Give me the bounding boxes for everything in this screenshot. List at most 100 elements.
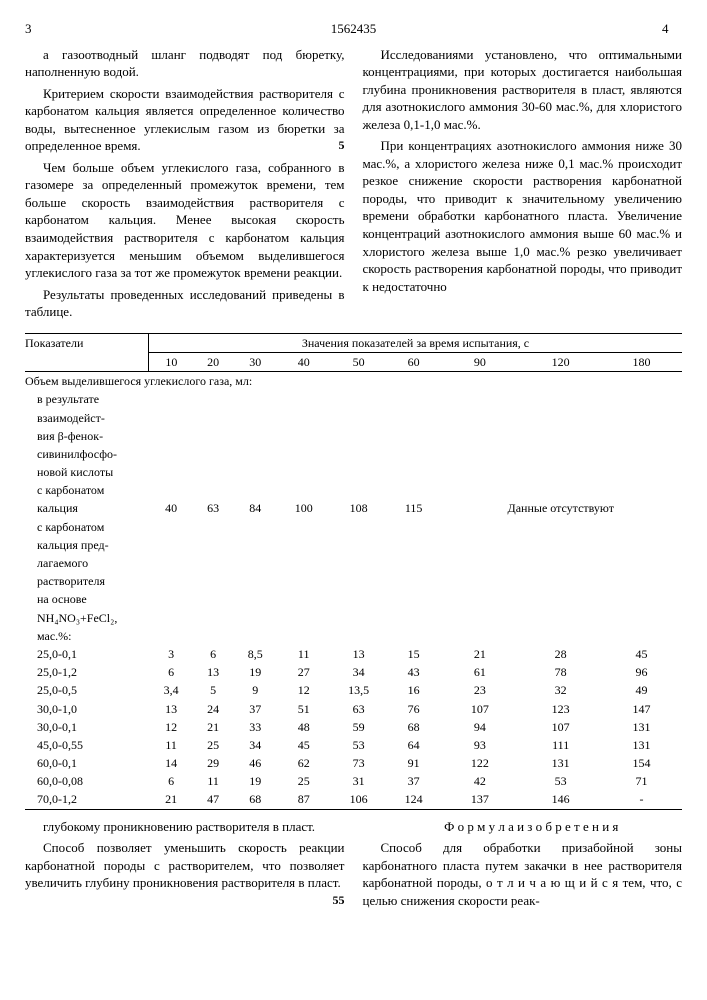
table-cell: 23 [440, 681, 521, 699]
table-cell: 100 [278, 499, 330, 517]
table-cell: 64 [388, 736, 440, 754]
table-cell: 11 [278, 645, 330, 663]
table-note: Данные отсутствуют [440, 499, 683, 517]
table-cell: 146 [520, 790, 601, 809]
table-head-span: Значения показателей за время испытания,… [149, 333, 683, 352]
table-cell: 51 [278, 700, 330, 718]
table-cell: 45 [278, 736, 330, 754]
table-cell: 12 [149, 718, 194, 736]
table-row-label: 25,0-0,1 [25, 645, 149, 663]
table-row-label: 60,0-0,08 [25, 772, 149, 790]
table-sub-label: мас.%: [25, 627, 682, 645]
table-cell: 19 [233, 772, 278, 790]
table-cell: 48 [278, 718, 330, 736]
table-cell: 111 [520, 736, 601, 754]
table-cell: 62 [278, 754, 330, 772]
table-cell: 9 [233, 681, 278, 699]
para: Чем больше объем углекислого газа, собра… [25, 159, 345, 282]
table-sub-label: в результате [25, 390, 682, 408]
table-cell: 131 [601, 736, 682, 754]
para: Результаты проведенных исследований прив… [25, 286, 345, 321]
para: Способ для обработки призабойной зоны ка… [363, 839, 683, 909]
table-cell: 27 [278, 663, 330, 681]
table-time: 180 [601, 352, 682, 371]
table-cell: 6 [149, 772, 194, 790]
table-cell: 87 [278, 790, 330, 809]
table-time: 50 [330, 352, 388, 371]
table-cell: 34 [330, 663, 388, 681]
table-cell: 14 [149, 754, 194, 772]
table-cell: 107 [520, 718, 601, 736]
table-sub-label: кальция пред- [25, 536, 682, 554]
table-row-label: 25,0-0,5 [25, 681, 149, 699]
table-cell: 71 [601, 772, 682, 790]
table-cell: 49 [601, 681, 682, 699]
table-cell: 124 [388, 790, 440, 809]
table-cell: 33 [233, 718, 278, 736]
table-time: 60 [388, 352, 440, 371]
para: а газоотводный шланг подводят под бюретк… [25, 46, 345, 81]
table-time: 30 [233, 352, 278, 371]
table-cell: 84 [233, 499, 278, 517]
table-cell: 63 [194, 499, 233, 517]
table-cell: 46 [233, 754, 278, 772]
table-cell: 93 [440, 736, 521, 754]
table-cell: 63 [330, 700, 388, 718]
para: глубокому проникновению растворителя в п… [25, 818, 345, 836]
table-cell: 68 [233, 790, 278, 809]
table-sub-label: на основе [25, 590, 682, 608]
table-sub-label: NH₄NO₃+FeCl₂, [25, 609, 682, 627]
table-cell: 8,5 [233, 645, 278, 663]
table-cell: - [601, 790, 682, 809]
table-cell: 21 [194, 718, 233, 736]
table-cell: 40 [149, 499, 194, 517]
table-cell: 61 [440, 663, 521, 681]
table-cell: 107 [440, 700, 521, 718]
table-row-label: 60,0-0,1 [25, 754, 149, 772]
page-num-left: 3 [25, 20, 45, 38]
table-cell: 19 [233, 663, 278, 681]
table-cell: 13 [149, 700, 194, 718]
table-cell: 37 [233, 700, 278, 718]
table-cell: 78 [520, 663, 601, 681]
table-cell: 28 [520, 645, 601, 663]
table-cell: 5 [194, 681, 233, 699]
table-cell: 53 [330, 736, 388, 754]
table-cell: 91 [388, 754, 440, 772]
table-sub-label: с карбонатом [25, 481, 682, 499]
data-table: Показатели Значения показателей за время… [25, 333, 682, 810]
table-time: 20 [194, 352, 233, 371]
para: Способ позволяет уменьшить скорость реак… [25, 839, 345, 892]
table-sub-label: новой кислоты [25, 463, 682, 481]
left-column: а газоотводный шланг подводят под бюретк… [25, 46, 345, 325]
table-time: 90 [440, 352, 521, 371]
table-sub-label: лагаемого [25, 554, 682, 572]
table-cell: 131 [601, 718, 682, 736]
table-row-label: 45,0-0,55 [25, 736, 149, 754]
table-cell: 6 [194, 645, 233, 663]
table-cell: 106 [330, 790, 388, 809]
table-cell: 73 [330, 754, 388, 772]
doc-number: 1562435 [45, 20, 662, 38]
table-cell: 76 [388, 700, 440, 718]
table-cell: 123 [520, 700, 601, 718]
table-cell: 122 [440, 754, 521, 772]
table-time: 120 [520, 352, 601, 371]
table-cell: 29 [194, 754, 233, 772]
para: Исследованиями установлено, что оптималь… [363, 46, 683, 134]
table-cell: 47 [194, 790, 233, 809]
table-cell: 25 [194, 736, 233, 754]
table-cell: 6 [149, 663, 194, 681]
table-row-label: 25,0-1,2 [25, 663, 149, 681]
table-cell: 31 [330, 772, 388, 790]
table-head-label: Показатели [25, 333, 149, 371]
table-cell: 11 [194, 772, 233, 790]
right-column-bottom: Ф о р м у л а и з о б р е т е н и я Спос… [363, 818, 683, 914]
table-cell: 108 [330, 499, 388, 517]
table-sub-label: вия β-фенок- [25, 427, 682, 445]
lower-columns: глубокому проникновению растворителя в п… [25, 818, 682, 914]
table-sub-label: с карбонатом [25, 518, 682, 536]
page-header: 3 1562435 4 [25, 20, 682, 38]
table-cell: 16 [388, 681, 440, 699]
line-number: 5 [321, 137, 345, 153]
